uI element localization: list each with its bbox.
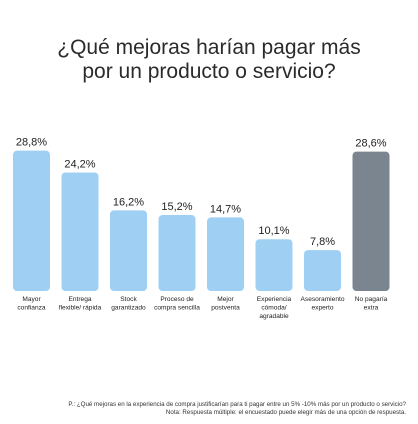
bar-3 <box>110 210 147 291</box>
footnote-note: Nota: Respuesta múltiple: el encuestado … <box>165 409 406 416</box>
bar-base-2 <box>61 283 99 287</box>
bar-base-4 <box>158 283 196 287</box>
category-label-3: Stock garantizado <box>111 296 146 312</box>
category-label-5: Mejor postventa <box>211 296 240 312</box>
bar-6 <box>255 239 293 291</box>
category-label-1: Mayor confianza <box>17 296 46 312</box>
category-label-7: Asesoramiento experto <box>301 296 345 312</box>
bar-4 <box>158 215 196 291</box>
value-label-2: 24,2% <box>64 158 95 170</box>
category-label-6: Experiencia cómoda/agradable <box>257 296 292 320</box>
bar-7 <box>304 250 341 291</box>
bar-base-8 <box>352 283 390 287</box>
bar-1 <box>13 150 50 291</box>
category-label-4: Proceso de compra sencilla <box>154 296 200 312</box>
bar-base-6 <box>255 283 293 287</box>
bar-base-5 <box>207 283 244 287</box>
chart-title: ¿Qué mejoras harían pagar más por un pro… <box>57 36 361 83</box>
bar-base-7 <box>304 283 341 287</box>
bar-2 <box>61 172 99 291</box>
bar-base-3 <box>110 283 147 287</box>
value-label-8: 28,6% <box>355 138 386 150</box>
footnote-question: P.: ¿Qué mejoras en la experiencia de co… <box>68 401 406 408</box>
bar-5 <box>207 217 244 291</box>
value-label-3: 16,2% <box>113 196 144 208</box>
value-label-4: 15,2% <box>161 201 192 213</box>
value-label-1: 28,8% <box>16 137 47 149</box>
bar-8 <box>352 151 390 291</box>
bar-base-1 <box>13 283 50 287</box>
category-label-2: Entrega flexible/ rápida <box>59 296 102 312</box>
value-label-7: 7,8% <box>310 236 335 248</box>
value-label-6: 10,1% <box>258 225 289 237</box>
category-label-8: No pagaría extra <box>355 296 388 312</box>
value-label-5: 14,7% <box>210 203 241 215</box>
